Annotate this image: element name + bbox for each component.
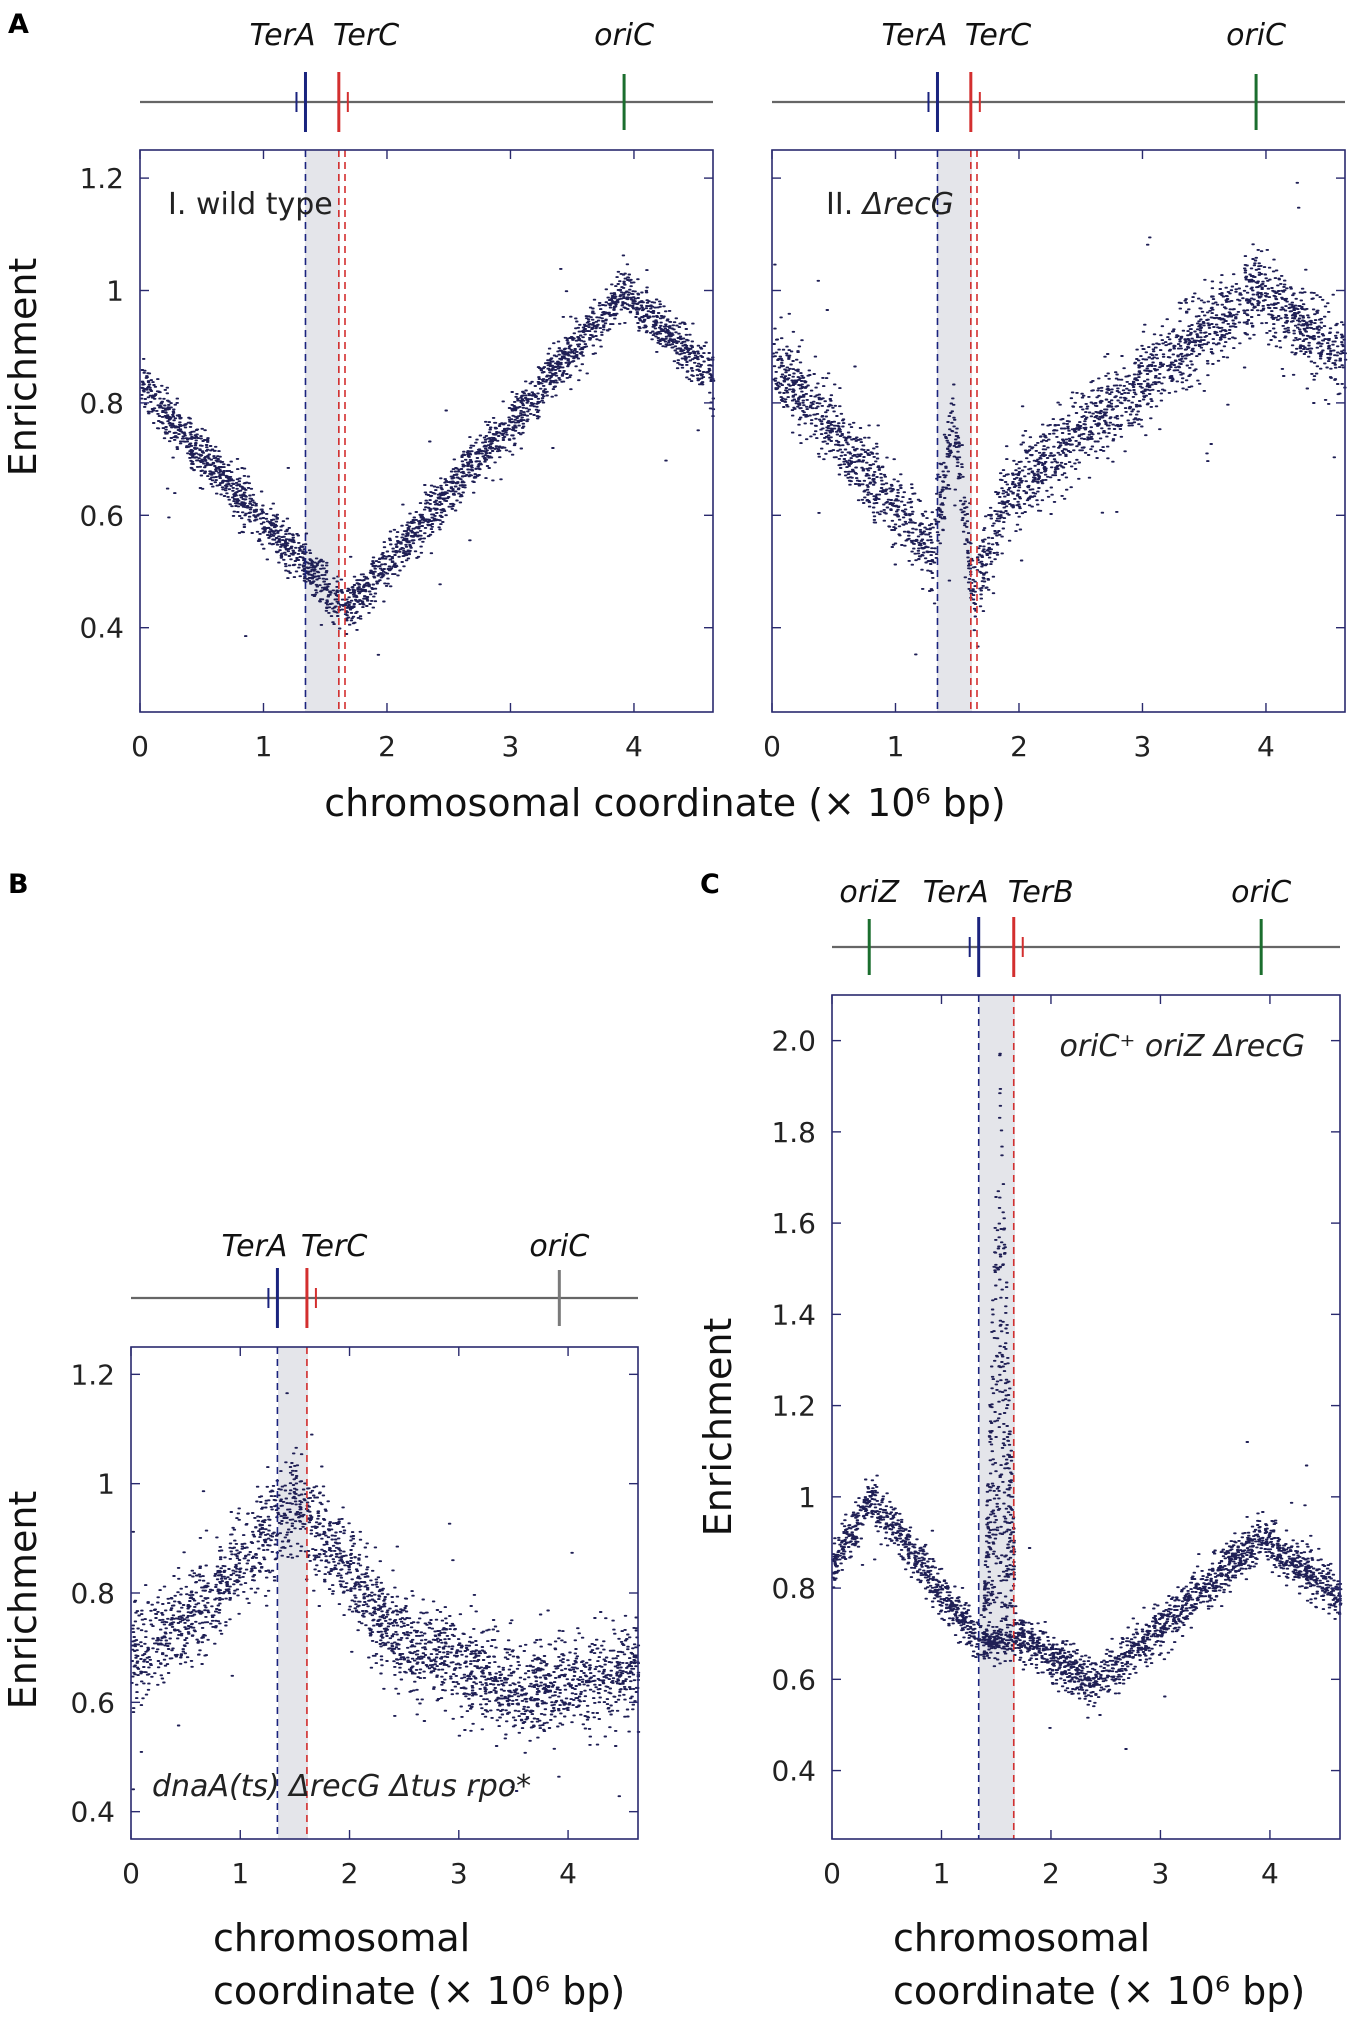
- marker-label-a-i-oric: oriC: [594, 18, 654, 53]
- plot-title-a1: I. wild type: [168, 187, 333, 222]
- x-tick-label-c-1: 1: [933, 1857, 951, 1890]
- scatter-series-a-i: [139, 254, 716, 656]
- marker-label-b-oric: oriC: [529, 1229, 589, 1264]
- y-tick-label-b-4: 1.2: [70, 1358, 115, 1391]
- x-tick-label-a-i-1: 1: [255, 730, 273, 763]
- marker-label-b-terc: TerC: [301, 1229, 367, 1264]
- xlabel-b-line1: chromosomal: [213, 1916, 470, 1960]
- y-tick-label-a-i-3: 1: [106, 275, 124, 308]
- y-tick-label-c-1: 0.6: [771, 1663, 816, 1696]
- scatter-series-a-ii: [771, 181, 1348, 656]
- y-tick-label-c-4: 1.2: [771, 1390, 816, 1423]
- y-tick-label-c-5: 1.4: [771, 1298, 816, 1331]
- x-tick-label-b-2: 2: [341, 1857, 359, 1890]
- panel-c: oriC⁺ oriZ ΔrecG Enrichment chromosomal …: [696, 875, 1343, 2013]
- x-tick-label-b-3: 3: [450, 1857, 468, 1890]
- y-tick-label-a-i-1: 0.6: [79, 499, 124, 532]
- scatter-points-b: [130, 1347, 641, 1839]
- marker-label-a-ii-terc: TerC: [965, 18, 1031, 53]
- ylabel-a: Enrichment: [1, 258, 45, 477]
- scatter-series-b: [130, 1392, 641, 1798]
- x-tick-label-a-ii-1: 1: [887, 730, 905, 763]
- y-tick-label-a-i-2: 0.8: [79, 387, 124, 420]
- shaded-region-a2: [937, 150, 972, 712]
- panel-a-recg: II. ΔrecG 0 1 2 3 4 TerA TerC oriC: [763, 18, 1348, 763]
- marker-label-c-tera: TerA: [923, 875, 989, 910]
- plot-area-c: [831, 994, 1341, 1840]
- x-tick-label-c-4: 4: [1261, 1857, 1279, 1890]
- y-tick-label-b-1: 0.6: [70, 1686, 115, 1719]
- xlabel-c-line1: chromosomal: [893, 1916, 1150, 1960]
- shaded-region-b: [278, 1347, 308, 1839]
- x-tick-label-a-ii-4: 4: [1257, 730, 1275, 763]
- x-tick-label-b-1: 1: [231, 1857, 249, 1890]
- ylabel-b: Enrichment: [1, 1491, 45, 1710]
- y-tick-label-c-8: 2.0: [771, 1025, 816, 1058]
- marker-label-a-i-tera: TerA: [250, 18, 316, 53]
- marker-label-a-ii-tera: TerA: [882, 18, 948, 53]
- y-tick-label-c-7: 1.8: [771, 1116, 816, 1149]
- y-tick-label-c-6: 1.6: [771, 1207, 816, 1240]
- ylabel-c: Enrichment: [696, 1318, 740, 1537]
- x-tick-label-a-i-0: 0: [131, 730, 149, 763]
- x-tick-label-a-ii-2: 2: [1010, 730, 1028, 763]
- marker-label-a-ii-oric: oriC: [1226, 18, 1286, 53]
- x-tick-label-c-3: 3: [1152, 1857, 1170, 1890]
- scatter-points-a1: [139, 150, 716, 712]
- xlabel-c-line2: coordinate (× 10⁶ bp): [893, 1969, 1305, 2013]
- x-tick-label-a-i-2: 2: [378, 730, 396, 763]
- panel-letter-b: B: [8, 869, 29, 900]
- x-tick-label-b-4: 4: [559, 1857, 577, 1890]
- plot-title-b: dnaA(ts) ΔrecG Δtus rpo*: [152, 1769, 531, 1804]
- panel-letter-a: A: [8, 9, 29, 40]
- xlabel-a: chromosomal coordinate (× 10⁶ bp): [324, 781, 1006, 825]
- marker-label-b-tera: TerA: [221, 1229, 287, 1264]
- y-tick-label-b-0: 0.4: [70, 1796, 115, 1829]
- y-tick-label-b-3: 1: [97, 1468, 115, 1501]
- x-tick-label-a-i-4: 4: [625, 730, 643, 763]
- scatter-points-a2: [771, 150, 1348, 712]
- x-tick-label-c-2: 2: [1042, 1857, 1060, 1890]
- plot-area-a1: [139, 149, 714, 713]
- plot-area-a2: [771, 149, 1346, 713]
- plot-area-b: [130, 1346, 639, 1840]
- plot-title-c: oriC⁺ oriZ ΔrecG: [1059, 1029, 1305, 1064]
- y-tick-label-b-2: 0.8: [70, 1577, 115, 1610]
- y-tick-label-c-2: 0.8: [771, 1572, 816, 1605]
- shaded-region-a1: [305, 150, 340, 712]
- marker-label-c-oriz: oriZ: [839, 875, 900, 910]
- y-tick-label-a-i-0: 0.4: [79, 612, 124, 645]
- plot-title-a2: II. ΔrecG: [826, 187, 954, 222]
- x-tick-label-c-0: 0: [823, 1857, 841, 1890]
- shaded-region-c: [979, 995, 1015, 1839]
- x-tick-label-a-ii-3: 3: [1134, 730, 1152, 763]
- x-tick-label-a-i-3: 3: [502, 730, 520, 763]
- panel-b: dnaA(ts) ΔrecG Δtus rpo* Enrichment chro…: [1, 1229, 641, 2013]
- y-tick-label-c-3: 1: [798, 1481, 816, 1514]
- marker-label-c-oric: oriC: [1231, 875, 1291, 910]
- scatter-series-c: [831, 1052, 1343, 1750]
- xlabel-b-line2: coordinate (× 10⁶ bp): [213, 1969, 625, 2013]
- x-tick-label-a-ii-0: 0: [763, 730, 781, 763]
- y-tick-label-a-i-4: 1.2: [79, 162, 124, 195]
- panel-a-wild-type: I. wild type 0 1 2 3 4 0.4 0.6 0.8 1 1.2 TerA TerC o…: [79, 18, 716, 763]
- marker-label-a-i-terc: TerC: [333, 18, 399, 53]
- scatter-points-c: [831, 995, 1343, 1839]
- x-tick-label-b-0: 0: [122, 1857, 140, 1890]
- panel-letter-c: C: [700, 869, 720, 900]
- y-tick-label-c-0: 0.4: [771, 1755, 816, 1788]
- marker-label-c-terb: TerB: [1008, 875, 1074, 910]
